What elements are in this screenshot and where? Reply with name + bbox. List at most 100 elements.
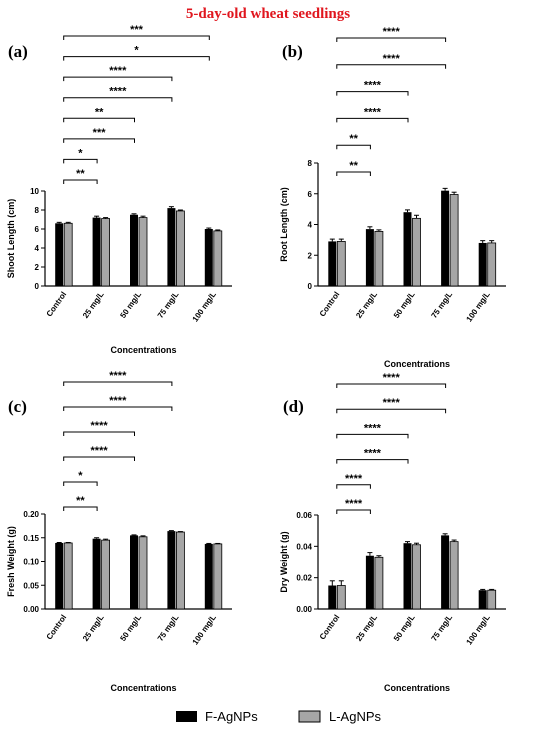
bar-f-agnps-3 (441, 190, 450, 286)
x-tick-label: 25 mg/L (81, 613, 106, 643)
significance-label: **** (91, 445, 109, 457)
significance-label: **** (364, 80, 382, 92)
chart-panel-b: (b) 0 2 4 6 8 Root Length (cm) Control 25 mg/L 50… (279, 26, 506, 369)
significance-bracket (63, 97, 173, 102)
x-axis-label: Concentrations (384, 359, 450, 369)
x-tick-label: 25 mg/L (354, 290, 379, 320)
panel-label: (a) (8, 42, 28, 61)
significance-bracket (336, 408, 447, 414)
panel-label: (b) (282, 42, 303, 61)
legend-swatch-f-agnps (176, 711, 197, 722)
bar-f-agnps-4 (478, 590, 487, 609)
bar-f-agnps-0 (55, 542, 64, 609)
bar-f-agnps-2 (403, 543, 412, 609)
x-tick-label: 75 mg/L (430, 613, 455, 643)
x-tick-label: Control (45, 290, 69, 318)
significance-label: **** (383, 53, 401, 65)
y-tick-label: 0.02 (296, 574, 312, 583)
significance-label: **** (109, 370, 127, 382)
bar-f-agnps-3 (167, 208, 176, 286)
x-tick-label: 100 mg/L (465, 613, 492, 647)
significance-bracket (63, 406, 173, 411)
panel-label: (d) (283, 397, 304, 416)
bar-f-agnps-1 (365, 555, 374, 609)
x-tick-label: 50 mg/L (118, 613, 143, 643)
bar-l-agnps-1 (374, 231, 384, 287)
y-tick-label: 0.10 (23, 558, 39, 567)
y-tick-label: 0.04 (296, 542, 312, 551)
significance-bracket (336, 117, 409, 123)
significance-bracket (336, 459, 409, 464)
bar-l-agnps-0 (336, 241, 346, 287)
significance-bracket (336, 37, 447, 42)
x-tick-label: 100 mg/L (191, 613, 218, 647)
y-tick-label: 0.20 (23, 510, 39, 519)
bar-l-agnps-4 (487, 242, 497, 287)
bar-l-agnps-3 (175, 531, 185, 610)
x-tick-label: 50 mg/L (392, 290, 417, 320)
significance-bracket (63, 158, 98, 164)
bar-l-agnps-2 (138, 217, 148, 287)
bar-f-agnps-3 (167, 531, 176, 609)
significance-bracket (336, 171, 371, 176)
significance-label: **** (383, 26, 401, 38)
x-tick-label: 100 mg/L (465, 290, 492, 324)
significance-label: ** (349, 133, 358, 145)
bar-l-agnps-0 (336, 585, 346, 610)
bar-l-agnps-1 (374, 556, 384, 610)
y-tick-label: 6 (308, 190, 313, 199)
significance-bracket (63, 117, 135, 123)
significance-bracket (63, 76, 173, 82)
significance-label: **** (345, 498, 363, 510)
bar-f-agnps-2 (130, 535, 138, 609)
significance-bracket (63, 431, 135, 436)
figure-title: 5-day-old wheat seedlings (186, 6, 350, 22)
y-tick-label: 0 (35, 282, 40, 291)
y-tick-label: 10 (30, 187, 39, 196)
bar-l-agnps-2 (138, 536, 148, 610)
panel-label: (c) (8, 397, 27, 416)
significance-label: **** (383, 372, 401, 384)
significance-label: **** (91, 420, 109, 432)
bar-f-agnps-4 (478, 242, 487, 286)
significance-label: **** (109, 65, 127, 77)
bar-l-agnps-4 (213, 230, 223, 287)
significance-bracket (336, 91, 409, 96)
significance-bracket (63, 35, 210, 40)
bar-f-agnps-0 (55, 223, 64, 286)
x-axis-label: Concentrations (110, 345, 176, 355)
bar-f-agnps-1 (92, 538, 101, 609)
x-tick-label: 75 mg/L (430, 290, 455, 320)
significance-label: **** (345, 473, 363, 485)
bar-l-agnps-1 (101, 218, 110, 287)
bar-l-agnps-2 (412, 544, 421, 610)
x-tick-label: 75 mg/L (156, 613, 181, 643)
significance-bracket (336, 383, 447, 388)
significance-bracket (63, 481, 98, 486)
significance-label: ** (76, 168, 85, 180)
bar-f-agnps-3 (441, 535, 450, 609)
bar-f-agnps-0 (328, 241, 337, 286)
significance-label: *** (130, 24, 144, 36)
y-axis-label: Dry Weight (g) (279, 531, 289, 592)
significance-bracket (63, 456, 135, 461)
legend-label-f-agnps: F-AgNPs (205, 709, 258, 724)
x-tick-label: Control (318, 613, 342, 641)
y-tick-label: 2 (308, 251, 313, 260)
legend-label-l-agnps: L-AgNPs (329, 709, 382, 724)
significance-label: **** (109, 395, 127, 407)
x-tick-label: 100 mg/L (191, 290, 218, 324)
significance-label: **** (364, 422, 382, 434)
bar-l-agnps-4 (487, 589, 497, 610)
significance-label: *** (93, 127, 107, 139)
bar-f-agnps-1 (92, 217, 101, 286)
significance-label: **** (364, 448, 382, 460)
significance-bracket (63, 56, 210, 61)
significance-bracket (336, 509, 371, 514)
bar-f-agnps-2 (130, 214, 138, 286)
significance-bracket (336, 144, 371, 150)
y-tick-label: 0.05 (23, 581, 39, 590)
bar-f-agnps-4 (204, 543, 213, 609)
significance-label: ** (349, 160, 358, 172)
